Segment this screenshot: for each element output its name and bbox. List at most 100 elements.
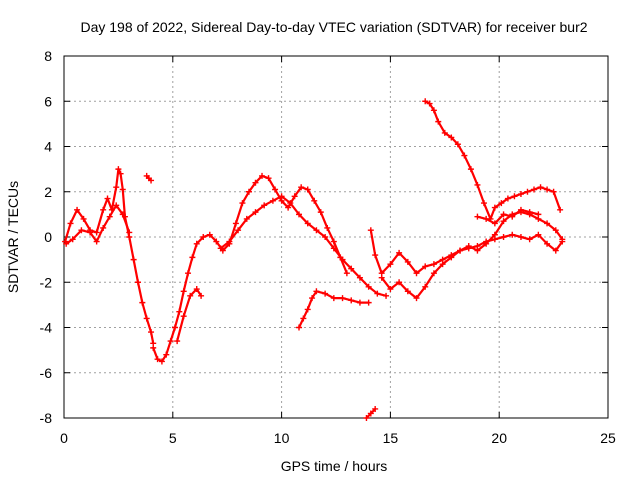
- y-tick-label--8: -8: [40, 410, 53, 426]
- data-point: [180, 288, 187, 295]
- data-point: [396, 279, 403, 286]
- data-point: [126, 229, 133, 236]
- series-line-track-d: [152, 174, 348, 363]
- series-line-track-f: [219, 195, 388, 297]
- data-point: [526, 236, 533, 243]
- data-point: [330, 245, 337, 252]
- series-track-f: [217, 193, 390, 299]
- data-point: [309, 295, 316, 302]
- data-point: [480, 200, 487, 207]
- y-axis-label: SDTVAR / TECUs: [5, 181, 21, 293]
- data-point: [93, 229, 100, 236]
- data-point: [356, 299, 363, 306]
- y-tick-label-8: 8: [44, 48, 52, 64]
- data-point: [559, 236, 566, 243]
- data-point: [524, 188, 531, 195]
- y-tick-labels: -8 -6 -4 -2 0 2 4 6 8: [40, 48, 53, 426]
- data-point: [245, 188, 252, 195]
- data-point: [198, 292, 205, 299]
- data-point: [374, 290, 381, 297]
- series-track-c: [143, 172, 155, 184]
- data-point: [287, 200, 294, 207]
- data-point: [119, 186, 126, 193]
- data-point: [252, 179, 259, 186]
- data-point: [261, 202, 268, 209]
- data-point: [441, 129, 448, 136]
- data-point: [80, 215, 87, 222]
- series-track-k: [422, 98, 564, 222]
- data-point: [187, 292, 194, 299]
- data-point: [180, 313, 187, 320]
- series-line-track-a: [63, 168, 155, 345]
- data-point: [465, 243, 472, 250]
- data-point: [330, 238, 337, 245]
- data-point: [272, 186, 279, 193]
- data-point: [387, 261, 394, 268]
- y-tick-label-2: 2: [44, 184, 52, 200]
- data-point: [367, 227, 374, 234]
- data-point: [150, 344, 157, 351]
- data-point: [113, 202, 120, 209]
- data-point: [296, 324, 303, 331]
- series-track-d: [150, 172, 350, 365]
- data-point: [535, 211, 542, 218]
- data-point: [69, 236, 76, 243]
- data-point: [491, 220, 498, 227]
- series-track-b: [63, 202, 133, 247]
- data-point: [483, 215, 490, 222]
- chart-title: Day 198 of 2022, Sidereal Day-to-day VTE…: [80, 19, 587, 35]
- data-point: [509, 213, 516, 220]
- data-point: [500, 218, 507, 225]
- y-tick-label--4: -4: [40, 320, 53, 336]
- series-line-track-j: [380, 211, 564, 300]
- data-point: [413, 295, 420, 302]
- data-point: [259, 172, 266, 179]
- y-tick-label-6: 6: [44, 93, 52, 109]
- data-point: [552, 247, 559, 254]
- data-point: [291, 193, 298, 200]
- data-point: [269, 197, 276, 204]
- axis-ticks: [63, 55, 609, 419]
- data-point: [317, 209, 324, 216]
- data-point: [483, 240, 490, 247]
- data-point: [74, 206, 81, 213]
- data-point: [378, 274, 385, 281]
- data-point: [67, 220, 74, 227]
- data-point: [365, 299, 372, 306]
- data-point: [322, 290, 329, 297]
- data-point: [174, 338, 181, 345]
- data-point: [78, 227, 85, 234]
- data-point: [430, 261, 437, 268]
- data-point: [511, 193, 518, 200]
- data-point: [430, 270, 437, 277]
- data-point: [300, 315, 307, 322]
- data-point: [176, 308, 183, 315]
- data-point: [148, 177, 155, 184]
- data-point: [422, 263, 429, 270]
- data-point: [339, 295, 346, 302]
- data-point: [200, 234, 207, 240]
- data-point: [243, 215, 250, 222]
- data-point: [63, 240, 70, 247]
- y-tick-label--2: -2: [40, 274, 53, 290]
- data-point: [531, 186, 538, 193]
- series-line-track-b: [65, 204, 131, 245]
- data-point: [491, 204, 498, 211]
- data-point: [213, 238, 220, 245]
- data-point: [557, 206, 564, 213]
- series-track-a: [62, 166, 157, 347]
- data-point: [363, 415, 370, 421]
- data-point: [148, 329, 155, 336]
- data-point: [474, 181, 481, 188]
- data-point: [535, 231, 542, 238]
- y-tick-label--6: -6: [40, 365, 53, 381]
- data-point: [544, 186, 551, 193]
- data-point: [139, 299, 146, 306]
- data-point: [265, 175, 272, 182]
- data-point: [426, 100, 433, 107]
- data-point: [322, 234, 329, 240]
- data-point: [517, 206, 524, 213]
- data-point: [130, 256, 137, 263]
- data-point: [348, 297, 355, 304]
- data-point: [356, 274, 363, 281]
